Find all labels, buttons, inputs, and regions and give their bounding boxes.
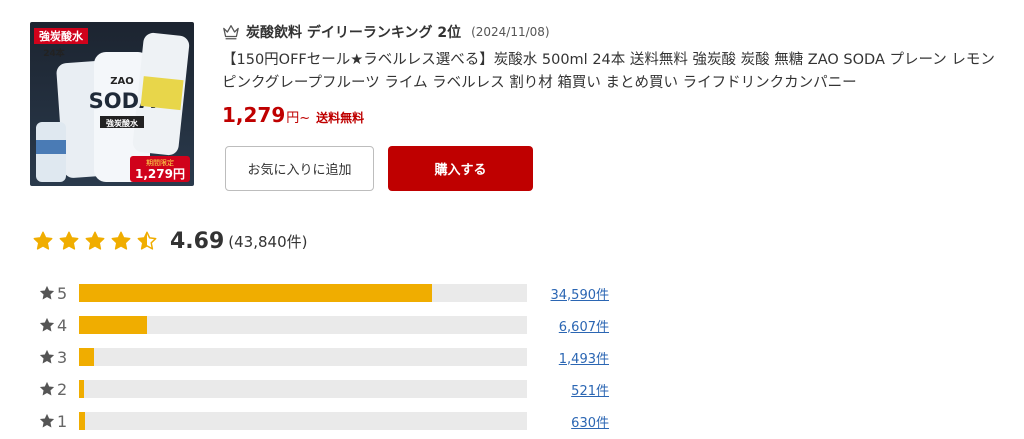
histogram-bar-fill bbox=[79, 316, 147, 334]
price-unit: 円~ bbox=[286, 111, 311, 126]
histogram-bar-track bbox=[79, 380, 527, 398]
star-full-icon bbox=[33, 231, 53, 250]
ranking-line: 炭酸飲料 デイリーランキング 2位 (2024/11/08) bbox=[222, 20, 1002, 44]
histogram-row-4: 4 6,607件 bbox=[38, 309, 609, 341]
histogram-bar-fill bbox=[79, 380, 85, 398]
histogram-bar-fill bbox=[79, 284, 433, 302]
star-icon bbox=[39, 381, 55, 396]
product-info: 炭酸飲料 デイリーランキング 2位 (2024/11/08) 【150円OFFセ… bbox=[222, 20, 1002, 127]
star-icon bbox=[39, 413, 55, 428]
histogram-bar-track bbox=[79, 316, 527, 334]
star-icon bbox=[39, 285, 55, 300]
image-sub-text: 強炭酸水 bbox=[106, 118, 139, 128]
histogram-bar-fill bbox=[79, 412, 86, 430]
histogram-star-label: 5 bbox=[57, 283, 68, 303]
histogram-count-link[interactable]: 34,590件 bbox=[550, 287, 610, 303]
star-full-icon bbox=[59, 231, 79, 250]
histogram-row-5: 5 34,590件 bbox=[38, 277, 609, 309]
image-sale-tag: 期間限定 bbox=[146, 158, 174, 167]
histogram-bar-fill bbox=[79, 348, 95, 366]
shipping-label: 送料無料 bbox=[316, 111, 365, 125]
histogram-row-2: 2 521件 bbox=[38, 373, 609, 405]
buy-button[interactable]: 購入する bbox=[388, 146, 533, 191]
histogram-row-3: 3 1,493件 bbox=[38, 341, 609, 373]
rating-histogram: 5 34,590件 4 6,607件 3 1,493件 2 521件 1 630… bbox=[38, 277, 609, 437]
rating-average: 4.69 bbox=[170, 228, 225, 254]
star-full-icon bbox=[85, 231, 105, 250]
histogram-row-1: 1 630件 bbox=[38, 405, 609, 437]
ranking-label[interactable]: 炭酸飲料 デイリーランキング 2位 bbox=[246, 25, 462, 41]
rating-stars bbox=[32, 230, 162, 252]
image-badge-text: 強炭酸水 bbox=[39, 29, 84, 43]
price-line: 1,279 円~ 送料無料 bbox=[222, 103, 1002, 127]
histogram-star-label: 3 bbox=[57, 347, 68, 367]
rating-summary: 4.69 (43,840件) bbox=[32, 224, 307, 258]
rating-total: (43,840件) bbox=[228, 232, 308, 251]
crown-icon bbox=[223, 25, 239, 40]
action-buttons: お気に入りに追加 購入する bbox=[225, 146, 533, 191]
histogram-star-label: 4 bbox=[57, 315, 68, 335]
price: 1,279 bbox=[222, 103, 286, 127]
star-half-icon bbox=[137, 231, 157, 250]
histogram-star-label: 1 bbox=[57, 411, 68, 431]
histogram-count-link[interactable]: 630件 bbox=[571, 415, 609, 431]
star-icon bbox=[39, 317, 55, 332]
product-title[interactable]: 【150円OFFセール★ラベルレス選べる】炭酸水 500ml 24本 送料無料 … bbox=[222, 52, 995, 91]
histogram-count-link[interactable]: 1,493件 bbox=[558, 351, 609, 367]
ranking-date: (2024/11/08) bbox=[471, 25, 550, 39]
histogram-bar-track bbox=[79, 412, 527, 430]
image-brand-text: ZAO bbox=[110, 76, 134, 87]
histogram-count-link[interactable]: 6,607件 bbox=[558, 319, 609, 335]
histogram-count-link[interactable]: 521件 bbox=[571, 383, 609, 399]
add-to-favorites-button[interactable]: お気に入りに追加 bbox=[225, 146, 374, 191]
star-icon bbox=[39, 349, 55, 364]
image-count-text: 24本 bbox=[43, 47, 66, 59]
star-full-icon bbox=[111, 231, 131, 250]
image-sale-price: 1,279円 bbox=[135, 167, 185, 181]
histogram-bar-track bbox=[79, 284, 527, 302]
histogram-bar-track bbox=[79, 348, 527, 366]
product-image[interactable]: 強炭酸水 24本 ZAO SODA 強炭酸水 期間限定 1,279円 bbox=[30, 22, 194, 186]
histogram-star-label: 2 bbox=[57, 379, 68, 399]
